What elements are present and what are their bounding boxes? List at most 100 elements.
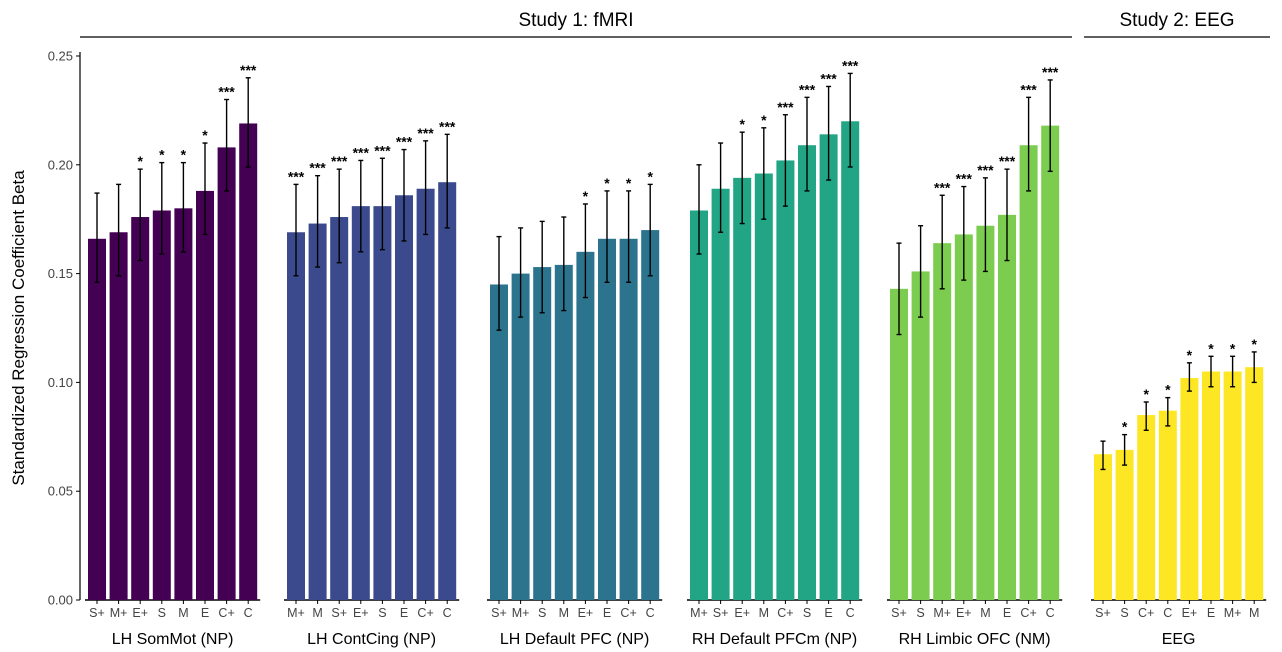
significance-label: * — [583, 188, 589, 204]
bar — [911, 271, 930, 600]
bar — [998, 214, 1016, 600]
significance-label: * — [1122, 419, 1128, 435]
bar — [1158, 410, 1177, 600]
x-tick-label: E+ — [578, 606, 594, 620]
x-tick-label: S+ — [891, 606, 907, 620]
bar — [690, 210, 708, 600]
y-tick-label: 0.00 — [48, 593, 73, 608]
bar — [109, 232, 128, 601]
x-tick-label: C+ — [218, 606, 234, 620]
x-tick-label: S — [916, 606, 924, 620]
bar — [287, 232, 305, 601]
bar — [1019, 145, 1038, 600]
x-tick-label: S+ — [89, 606, 105, 620]
panel-title: LH SomMot (NP) — [112, 631, 234, 648]
x-tick-label: E — [201, 606, 209, 620]
bar — [954, 234, 973, 600]
significance-label: *** — [331, 153, 348, 169]
x-tick-label: S+ — [1095, 606, 1111, 620]
bar — [576, 251, 595, 600]
bar — [1223, 371, 1242, 600]
bar — [351, 206, 370, 601]
bar — [1202, 371, 1220, 600]
significance-label: * — [1230, 340, 1236, 356]
bar — [373, 206, 392, 601]
x-tick-label: S+ — [713, 606, 729, 620]
significance-label: * — [1251, 336, 1257, 352]
bar — [933, 243, 952, 601]
significance-label: * — [181, 147, 187, 163]
panel-title: RH Default PFCm (NP) — [692, 631, 857, 648]
x-tick-label: M — [759, 606, 769, 620]
significance-label: *** — [288, 168, 305, 184]
bar — [533, 267, 552, 600]
bar — [217, 147, 236, 600]
significance-label: * — [739, 116, 745, 132]
bar — [1115, 449, 1134, 600]
bar — [1094, 454, 1112, 600]
y-tick-label: 0.05 — [48, 484, 73, 499]
panel-title: LH Default PFC (NP) — [500, 631, 649, 648]
x-tick-label: E — [1207, 606, 1215, 620]
significance-label: *** — [353, 144, 370, 160]
bar — [395, 195, 413, 600]
significance-label: *** — [977, 162, 994, 178]
significance-label: *** — [799, 81, 816, 97]
significance-label: * — [1143, 386, 1149, 402]
bar — [239, 123, 258, 601]
significance-label: *** — [999, 153, 1016, 169]
significance-label: *** — [240, 62, 257, 78]
significance-label: *** — [777, 99, 794, 115]
x-tick-label: E — [603, 606, 611, 620]
significance-label: *** — [934, 179, 951, 195]
x-tick-label: E+ — [132, 606, 148, 620]
bar — [554, 264, 573, 600]
significance-label: * — [604, 175, 610, 191]
x-tick-label: C — [1163, 606, 1172, 620]
panel-title: EEG — [1162, 631, 1196, 648]
significance-label: *** — [218, 84, 235, 100]
x-tick-label: E — [1003, 606, 1011, 620]
bar — [776, 160, 795, 600]
x-tick-label: M+ — [512, 606, 530, 620]
bar — [1041, 125, 1060, 600]
x-tick-label: C+ — [777, 606, 793, 620]
bar — [152, 210, 171, 600]
bar — [890, 288, 908, 600]
bar — [308, 223, 327, 600]
significance-label: *** — [956, 171, 973, 187]
x-tick-label: M — [178, 606, 188, 620]
study-header: Study 1: fMRI — [518, 10, 633, 31]
significance-label: *** — [374, 142, 391, 158]
x-tick-label: S — [378, 606, 386, 620]
significance-label: * — [1187, 347, 1193, 363]
bar — [416, 188, 435, 600]
significance-label: * — [159, 147, 165, 163]
bar — [1180, 378, 1199, 600]
significance-label: * — [761, 112, 767, 128]
significance-label: *** — [439, 118, 456, 134]
significance-label: *** — [1020, 81, 1037, 97]
x-tick-label: S — [158, 606, 166, 620]
significance-label: *** — [820, 70, 837, 86]
x-tick-label: E — [400, 606, 408, 620]
bar — [819, 134, 838, 600]
x-tick-label: C+ — [417, 606, 433, 620]
significance-label: *** — [1042, 64, 1059, 80]
x-tick-label: C — [443, 606, 452, 620]
x-tick-label: M — [1249, 606, 1259, 620]
x-tick-label: S — [803, 606, 811, 620]
significance-label: *** — [842, 57, 859, 73]
significance-label: *** — [309, 160, 326, 176]
study-header: Study 2: EEG — [1119, 10, 1234, 31]
bar — [1245, 367, 1264, 600]
x-tick-label: M+ — [1224, 606, 1242, 620]
x-tick-label: E+ — [734, 606, 750, 620]
x-tick-label: C+ — [1020, 606, 1036, 620]
bar — [598, 238, 616, 600]
significance-label: *** — [417, 125, 434, 141]
bar — [798, 145, 816, 600]
x-tick-label: E — [824, 606, 832, 620]
y-tick-label: 0.20 — [48, 157, 73, 172]
significance-label: *** — [396, 134, 413, 150]
